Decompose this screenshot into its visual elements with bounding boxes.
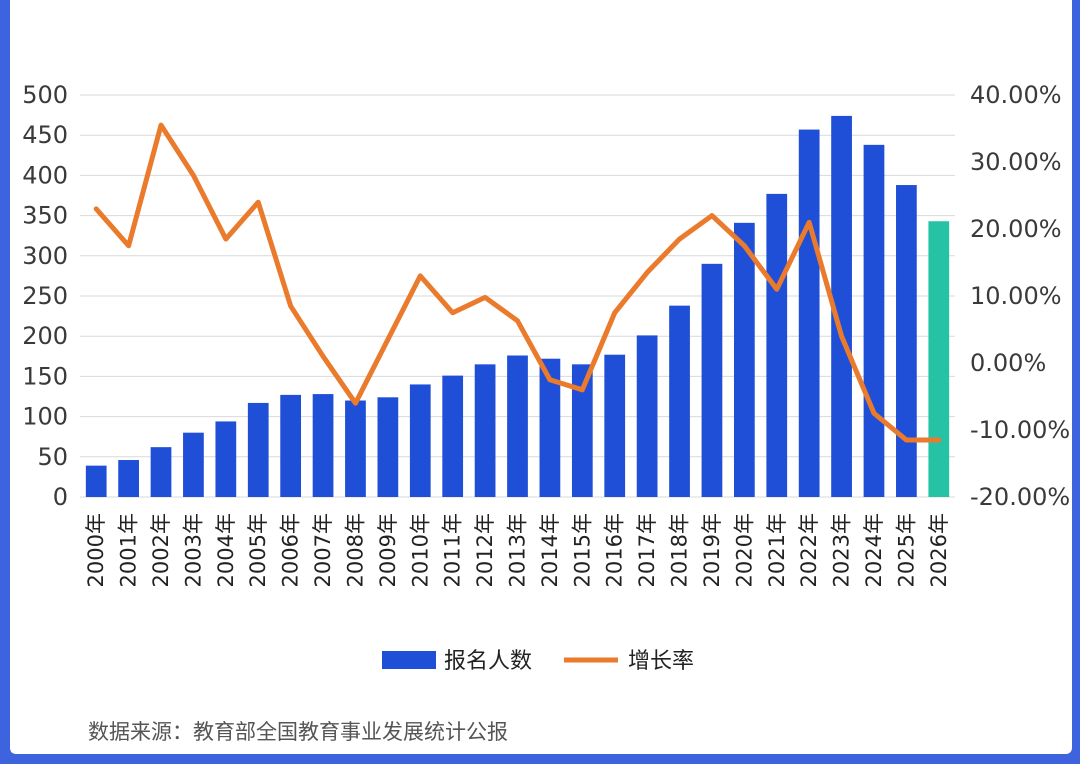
legend-label-line: 增长率 [628,649,694,674]
x-axis-ticks: 2000年 2001年 2002年 2003年 2004年 2005年 2006年 2007年… [84,513,951,587]
x-tick-label: 2025年 [894,513,918,587]
x-tick-label: 2012年 [473,513,497,587]
bar [636,335,658,497]
left-tick-label: 50 [37,443,68,471]
right-axis-ticks: -20.00% -10.00% 0.00% 10.00% 20.00% 30.00% 40.… [970,81,1070,511]
x-tick-label: 2016年 [603,513,627,587]
x-tick-label: 2008年 [343,513,367,587]
right-tick-label: -20.00% [970,483,1070,511]
left-tick-label: 0 [53,483,68,511]
x-tick-label: 2026年 [927,513,951,587]
chart-svg: 0 50 100 150 200 250 300 350 400 450 500 -20.00% -1… [22,81,1070,674]
right-tick-label: 30.00% [970,148,1062,176]
growth-rate-line [93,122,942,443]
left-tick-label: 250 [22,282,68,310]
x-tick-label: 2010年 [408,513,432,587]
left-tick-label: 500 [22,81,68,109]
left-tick-label: 450 [22,121,68,149]
bar [831,115,852,498]
bar [669,305,690,497]
right-tick-label: 10.00% [970,282,1062,310]
bar [345,400,366,497]
right-tick-label: 0.00% [970,349,1046,377]
x-tick-label: 2011年 [441,513,465,587]
x-tick-label: 2019年 [700,513,724,587]
bar [507,355,528,497]
left-tick-label: 150 [22,362,68,390]
x-tick-label: 2013年 [506,513,530,587]
x-tick-label: 2017年 [635,513,659,587]
right-tick-label: 40.00% [970,81,1062,109]
x-tick-label: 2009年 [376,513,400,587]
line-series [93,122,942,443]
bar [928,221,950,497]
x-tick-label: 2018年 [668,513,692,587]
bar [280,394,302,497]
watermark: 大话考研 [10,732,90,756]
bar [85,465,107,497]
bar [863,144,885,497]
bar [377,397,399,497]
x-tick-label: 2024年 [862,513,886,587]
x-tick-label: 2006年 [279,513,303,587]
x-tick-label: 2003年 [181,513,205,587]
x-tick-label: 2004年 [214,513,238,587]
right-tick-label: -10.00% [970,416,1070,444]
bar [571,364,593,497]
bar-series [85,115,950,498]
x-tick-label: 2015年 [570,513,594,587]
x-tick-label: 2021年 [765,513,789,587]
chart-frame: 0 50 100 150 200 250 300 350 400 450 500 -20.00% -1… [10,0,1072,754]
bar [474,364,496,497]
bar [896,185,917,497]
bar [409,384,431,497]
x-tick-label: 2005年 [246,513,270,587]
x-tick-label: 2022年 [797,513,821,587]
bar [118,460,139,497]
left-tick-label: 400 [22,161,68,189]
bar [766,193,788,497]
bar [604,354,626,497]
bar [150,447,172,497]
bar [798,129,820,497]
x-tick-label: 2002年 [149,513,173,587]
bar [312,394,334,497]
bar [442,375,464,497]
right-tick-label: 20.00% [970,215,1062,243]
x-tick-label: 2014年 [538,513,562,587]
bar [539,358,561,497]
bar [247,402,269,497]
bar [733,222,755,497]
legend: 报名人数 增长率 [382,649,694,674]
legend-label-bar: 报名人数 [444,649,532,674]
left-axis-ticks: 0 50 100 150 200 250 300 350 400 450 500 [22,81,68,511]
x-tick-label: 2020年 [732,513,756,587]
left-tick-label: 100 [22,403,68,431]
left-tick-label: 300 [22,242,68,270]
legend-swatch-bar [382,651,436,669]
bar [701,263,723,497]
left-tick-label: 200 [22,322,68,350]
left-tick-label: 350 [22,202,68,230]
x-tick-label: 2000年 [84,513,108,587]
bar [215,421,237,497]
x-tick-label: 2023年 [830,513,854,587]
x-tick-label: 2001年 [117,513,141,587]
source-note: 数据来源：教育部全国教育事业发展统计公报 [88,720,508,744]
bar [183,432,204,497]
x-tick-label: 2007年 [311,513,335,587]
